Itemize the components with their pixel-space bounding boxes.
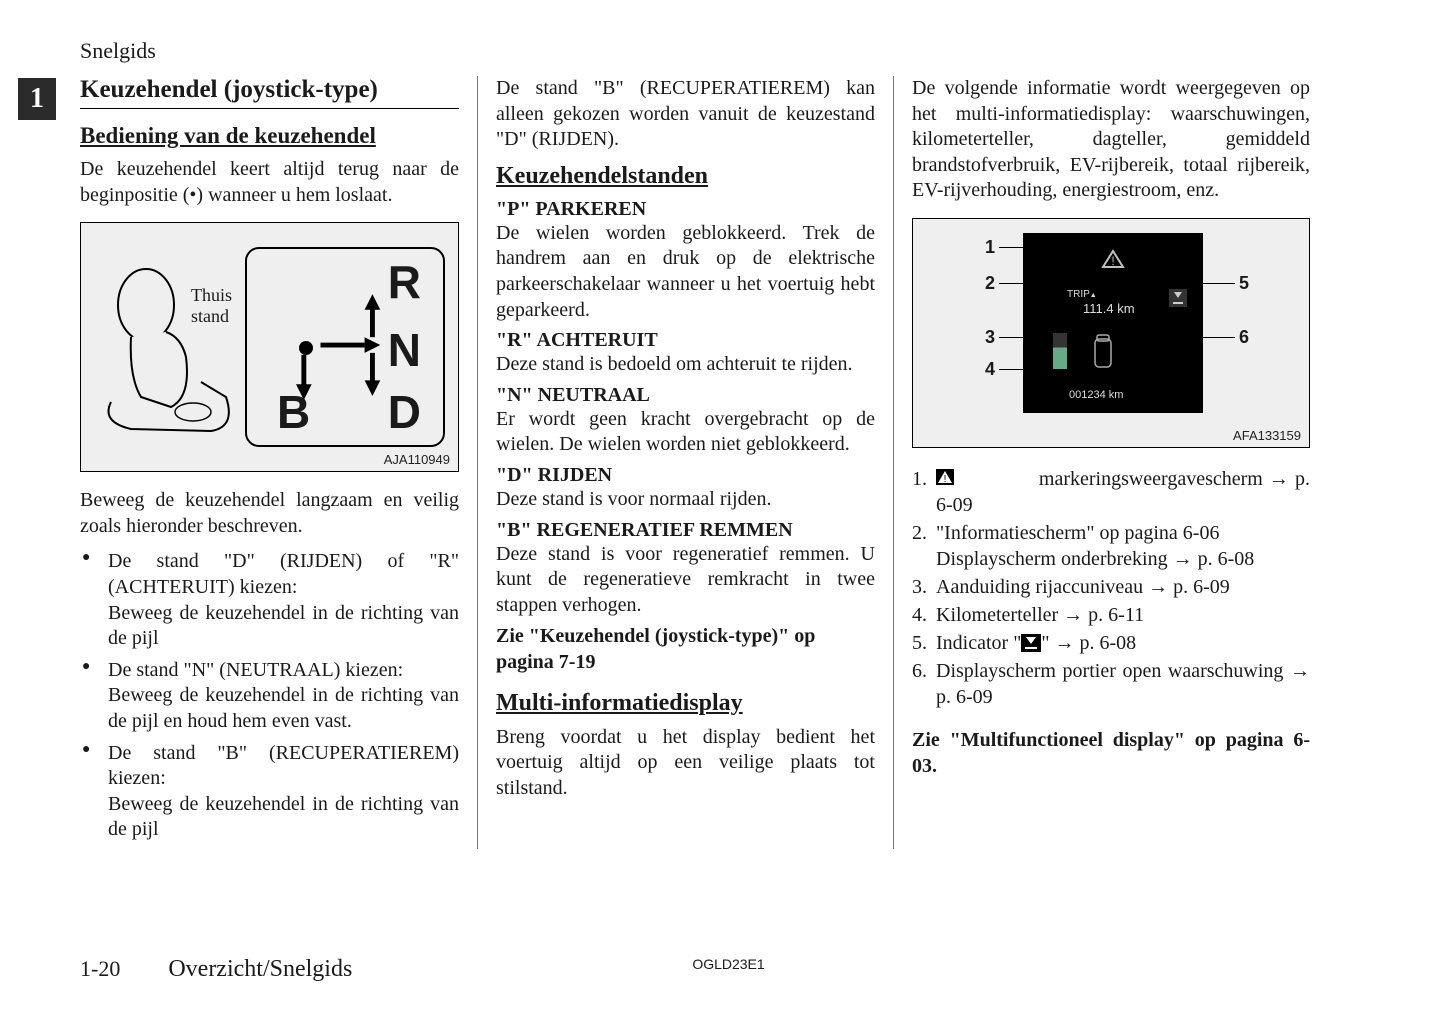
download-icon [1021,634,1041,652]
stand-d-body: Deze stand is voor normaal rijden. [496,487,875,513]
display-panel: ! TRIP▲ 111.4 km 001234 km [1023,233,1203,413]
page: Snelgids 1 Keuzehendel (joystick-type) B… [0,0,1445,1019]
panel-odo: 001234 km [1069,389,1123,401]
stand-n-body: Er wordt geen kracht overgebracht op de … [496,407,875,458]
chapter-tab: 1 [18,78,56,120]
home-position-label: Thuis stand [191,285,232,327]
column-1: Keuzehendel (joystick-type) Bediening va… [80,76,478,849]
joystick-knob-illustration [91,257,241,437]
warning-icon: ! [936,466,954,492]
list-item: 3.Aanduiding rijaccuniveau → p. 6-09 [936,574,1310,600]
running-head: Snelgids [80,38,1377,64]
figure-caption-2: AFA133159 [1233,428,1301,443]
figure-joystick: Thuis stand R N D B [80,222,459,472]
subhead-bediening: Bediening van de keuzehendel [80,123,459,149]
col2-top-paragraph: De stand "B" (RECUPERATIEREM) kan alleen… [496,76,875,153]
document-code: OGLD23E1 [692,956,764,972]
list-item: 5.Indicator "" → p. 6-08 [936,630,1310,656]
stand-r-body: Deze stand is bedoeld om achteruit te ri… [496,352,875,378]
callout-1: 1 [985,237,995,258]
columns: Keuzehendel (joystick-type) Bediening va… [80,76,1377,849]
svg-text:!: ! [1111,254,1114,268]
heading-multi-info: Multi-informatiedisplay [496,690,875,717]
panel-trip-label: TRIP▲ [1067,289,1097,300]
panel-download-icon [1169,289,1187,307]
battery-icon [1053,333,1067,369]
shift-pattern-box: Thuis stand R N D B [245,247,445,447]
list-item: 6.Displayscherm portier open waarschuwin… [936,658,1310,710]
display-item-list: 1. ! markeringsweergavescherm → p. 6-09 … [912,466,1310,710]
multi-info-intro: Breng voordat u het display bedient het … [496,725,875,802]
callout-4: 4 [985,359,995,380]
stand-r-head: "R" ACHTERUIT [496,329,875,352]
bullet-item: De stand "B" (RECUPERATIEREM) kiezen:Bew… [108,741,459,843]
callout-3: 3 [985,327,995,348]
callout-5: 5 [1239,273,1249,294]
reference-multifunctioneel: Zie "Multifunctioneel display" op pagina… [912,728,1310,779]
stand-p-body: De wielen worden geblokkeerd. Trek de ha… [496,221,875,323]
stand-b-head: "B" REGENERATIEF REMMEN [496,519,875,542]
stand-d-head: "D" RIJDEN [496,464,875,487]
callout-2: 2 [985,273,995,294]
column-3: De volgende informatie wordt weergegeven… [912,76,1310,849]
stand-n-head: "N" NEUTRAAL [496,384,875,407]
heading-keuzehendelstanden: Keuzehendelstanden [496,163,875,190]
list-item: 4.Kilometerteller → p. 6-11 [936,602,1310,628]
page-footer: 1-20 Overzicht/Snelgids OGLD23E1 [80,956,1377,983]
stand-b-body: Deze stand is voor regeneratief remmen. … [496,542,875,619]
figure-caption: AJA110949 [384,452,450,467]
footer-section: Overzicht/Snelgids [168,956,352,983]
heading-keuzehendel: Keuzehendel (joystick-type) [80,76,459,109]
panel-trip-value: 111.4 km [1083,301,1135,316]
page-number: 1-20 [80,956,120,982]
after-fig-paragraph: Beweeg de keuzehendel langzaam en veilig… [80,488,459,539]
intro-paragraph: De keuzehendel keert altijd terug naar d… [80,157,459,208]
bullet-item: De stand "N" (NEUTRAAL) kiezen:Beweeg de… [108,658,459,735]
col3-intro: De volgende informatie wordt weergegeven… [912,76,1310,204]
list-item: 1. ! markeringsweergavescherm → p. 6-09 [936,466,1310,518]
figure-display: ! TRIP▲ 111.4 km 001234 km 1 2 [912,218,1310,448]
reference-joystick: Zie "Keuzehendel (joystick-type)" op pag… [496,624,875,675]
list-item: 2."Informatiescherm" op pagina 6-06 Disp… [936,520,1310,572]
stand-p-head: "P" PARKEREN [496,198,875,221]
instruction-bullets: De stand "D" (RIJDEN) of "R" (ACHTERUIT)… [80,549,459,843]
bullet-item: De stand "D" (RIJDEN) of "R" (ACHTERUIT)… [108,549,459,651]
column-2: De stand "B" (RECUPERATIEREM) kan alleen… [496,76,894,849]
svg-text:!: ! [944,474,947,485]
callout-6: 6 [1239,327,1249,348]
